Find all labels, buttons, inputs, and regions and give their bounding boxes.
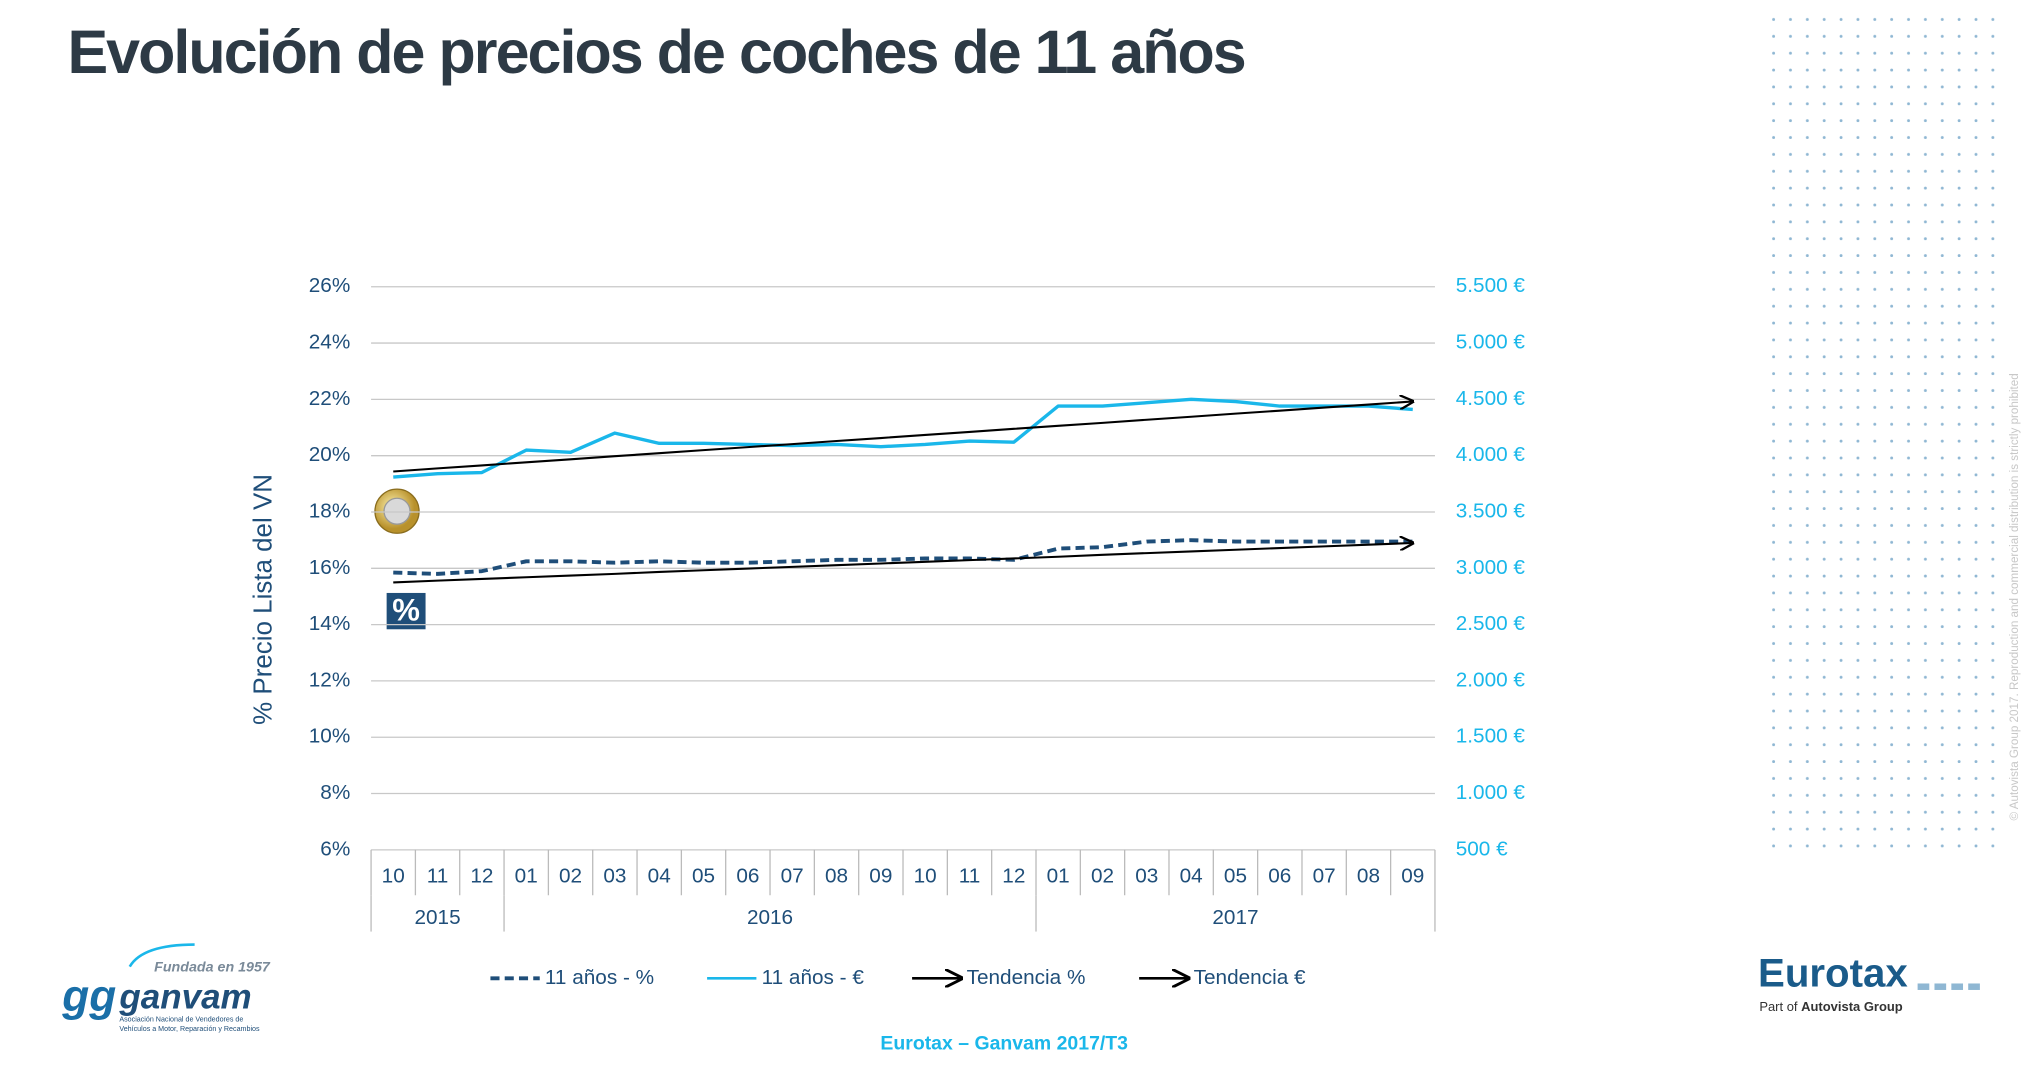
x-tick-label: 10 — [382, 865, 405, 888]
percent-badge-text: % — [392, 593, 420, 628]
x-tick-label: 04 — [648, 865, 671, 888]
x-tick-label: 01 — [515, 865, 538, 888]
y-tick-label: 26% — [309, 274, 351, 297]
y-tick-label: 20% — [309, 443, 351, 466]
x-tick-label: 06 — [736, 865, 759, 888]
y-tick-label: 6% — [320, 837, 350, 860]
y2-tick-label: 2.500 € — [1456, 612, 1526, 635]
y2-tick-label: 4.500 € — [1456, 387, 1526, 410]
ganvam-swoosh — [128, 943, 195, 968]
x-tick-label: 05 — [692, 865, 715, 888]
y-tick-label: 12% — [309, 668, 351, 691]
legend-label: Tendencia % — [967, 966, 1086, 989]
eurotax-dots — [1917, 983, 1980, 990]
x-tick-label: 06 — [1268, 865, 1291, 888]
y-tick-label: 24% — [309, 331, 351, 354]
dot-pattern — [1764, 10, 1996, 852]
eurotax-subtitle: Part of Autovista Group — [1759, 1000, 1902, 1015]
y-tick-label: 16% — [309, 556, 351, 579]
y-tick-label: 10% — [309, 725, 351, 748]
y2-tick-label: 3.500 € — [1456, 499, 1526, 522]
x-tick-label: 09 — [1401, 865, 1424, 888]
legend-label: Tendencia € — [1194, 966, 1306, 989]
y2-tick-label: 5.000 € — [1456, 331, 1526, 354]
y2-tick-label: 500 € — [1456, 837, 1508, 860]
y2-tick-label: 5.500 € — [1456, 274, 1526, 297]
x-tick-label: 03 — [1135, 865, 1158, 888]
x-tick-label: 09 — [869, 865, 892, 888]
x-tick-label: 11 — [959, 865, 981, 888]
legend-label: 11 años - % — [545, 966, 654, 989]
x-tick-label: 07 — [781, 865, 804, 888]
eurotax-subtitle-prefix: Part of — [1759, 1000, 1798, 1015]
y-tick-label: 18% — [309, 499, 351, 522]
percent-badge — [386, 592, 426, 630]
eurotax-name: Eurotax — [1758, 950, 1908, 995]
year-label: 2016 — [747, 906, 793, 929]
copyright: © Autovista Group 2017. Reproduction and… — [2008, 373, 2021, 820]
y-tick-label: 14% — [309, 612, 351, 635]
x-tick-label: 08 — [825, 865, 848, 888]
y2-tick-label: 4.000 € — [1456, 443, 1526, 466]
x-tick-label: 05 — [1224, 865, 1247, 888]
y2-tick-label: 2.000 € — [1456, 668, 1526, 691]
x-tick-label: 02 — [559, 865, 582, 888]
series-line — [393, 401, 1413, 473]
footer: Eurotax – Ganvam 2017/T3 — [880, 1033, 1128, 1055]
slide-title: Evolución de precios de coches de 11 año… — [67, 18, 1244, 86]
x-tick-label: 04 — [1180, 865, 1203, 888]
ganvam-description: Asociación Nacional de Vendedores de — [119, 1016, 243, 1024]
ganvam-name: ganvam — [118, 977, 251, 1016]
y2-tick-label: 1.500 € — [1456, 725, 1526, 748]
x-tick-label: 08 — [1357, 865, 1380, 888]
x-tick-label: 01 — [1047, 865, 1070, 888]
x-tick-label: 02 — [1091, 865, 1114, 888]
series-line — [393, 397, 1413, 479]
ganvam-mark: gg — [61, 972, 116, 1021]
x-tick-label: 10 — [914, 865, 937, 888]
y2-tick-label: 1.000 € — [1456, 781, 1526, 804]
y-axis-label: % Precio Lista del VN — [250, 474, 278, 725]
eurotax-subtitle-group: Autovista Group — [1801, 1000, 1903, 1015]
x-tick-label: 03 — [603, 865, 626, 888]
ganvam-description: Vehículos a Motor, Reparación y Recambio… — [119, 1025, 260, 1033]
year-label: 2017 — [1212, 906, 1258, 929]
x-tick-label: 12 — [470, 865, 493, 888]
coin-icon-inner — [383, 497, 411, 525]
legend-label: 11 años - € — [762, 966, 865, 989]
x-tick-label: 12 — [1002, 865, 1025, 888]
x-tick-label: 07 — [1313, 865, 1336, 888]
y-tick-label: 8% — [320, 781, 350, 804]
x-tick-label: 11 — [427, 865, 449, 888]
y-tick-label: 22% — [309, 387, 351, 410]
ganvam-tagline: Fundada en 1957 — [154, 960, 271, 976]
series-line — [393, 543, 1413, 584]
y2-tick-label: 3.000 € — [1456, 556, 1526, 579]
year-label: 2015 — [414, 906, 460, 929]
